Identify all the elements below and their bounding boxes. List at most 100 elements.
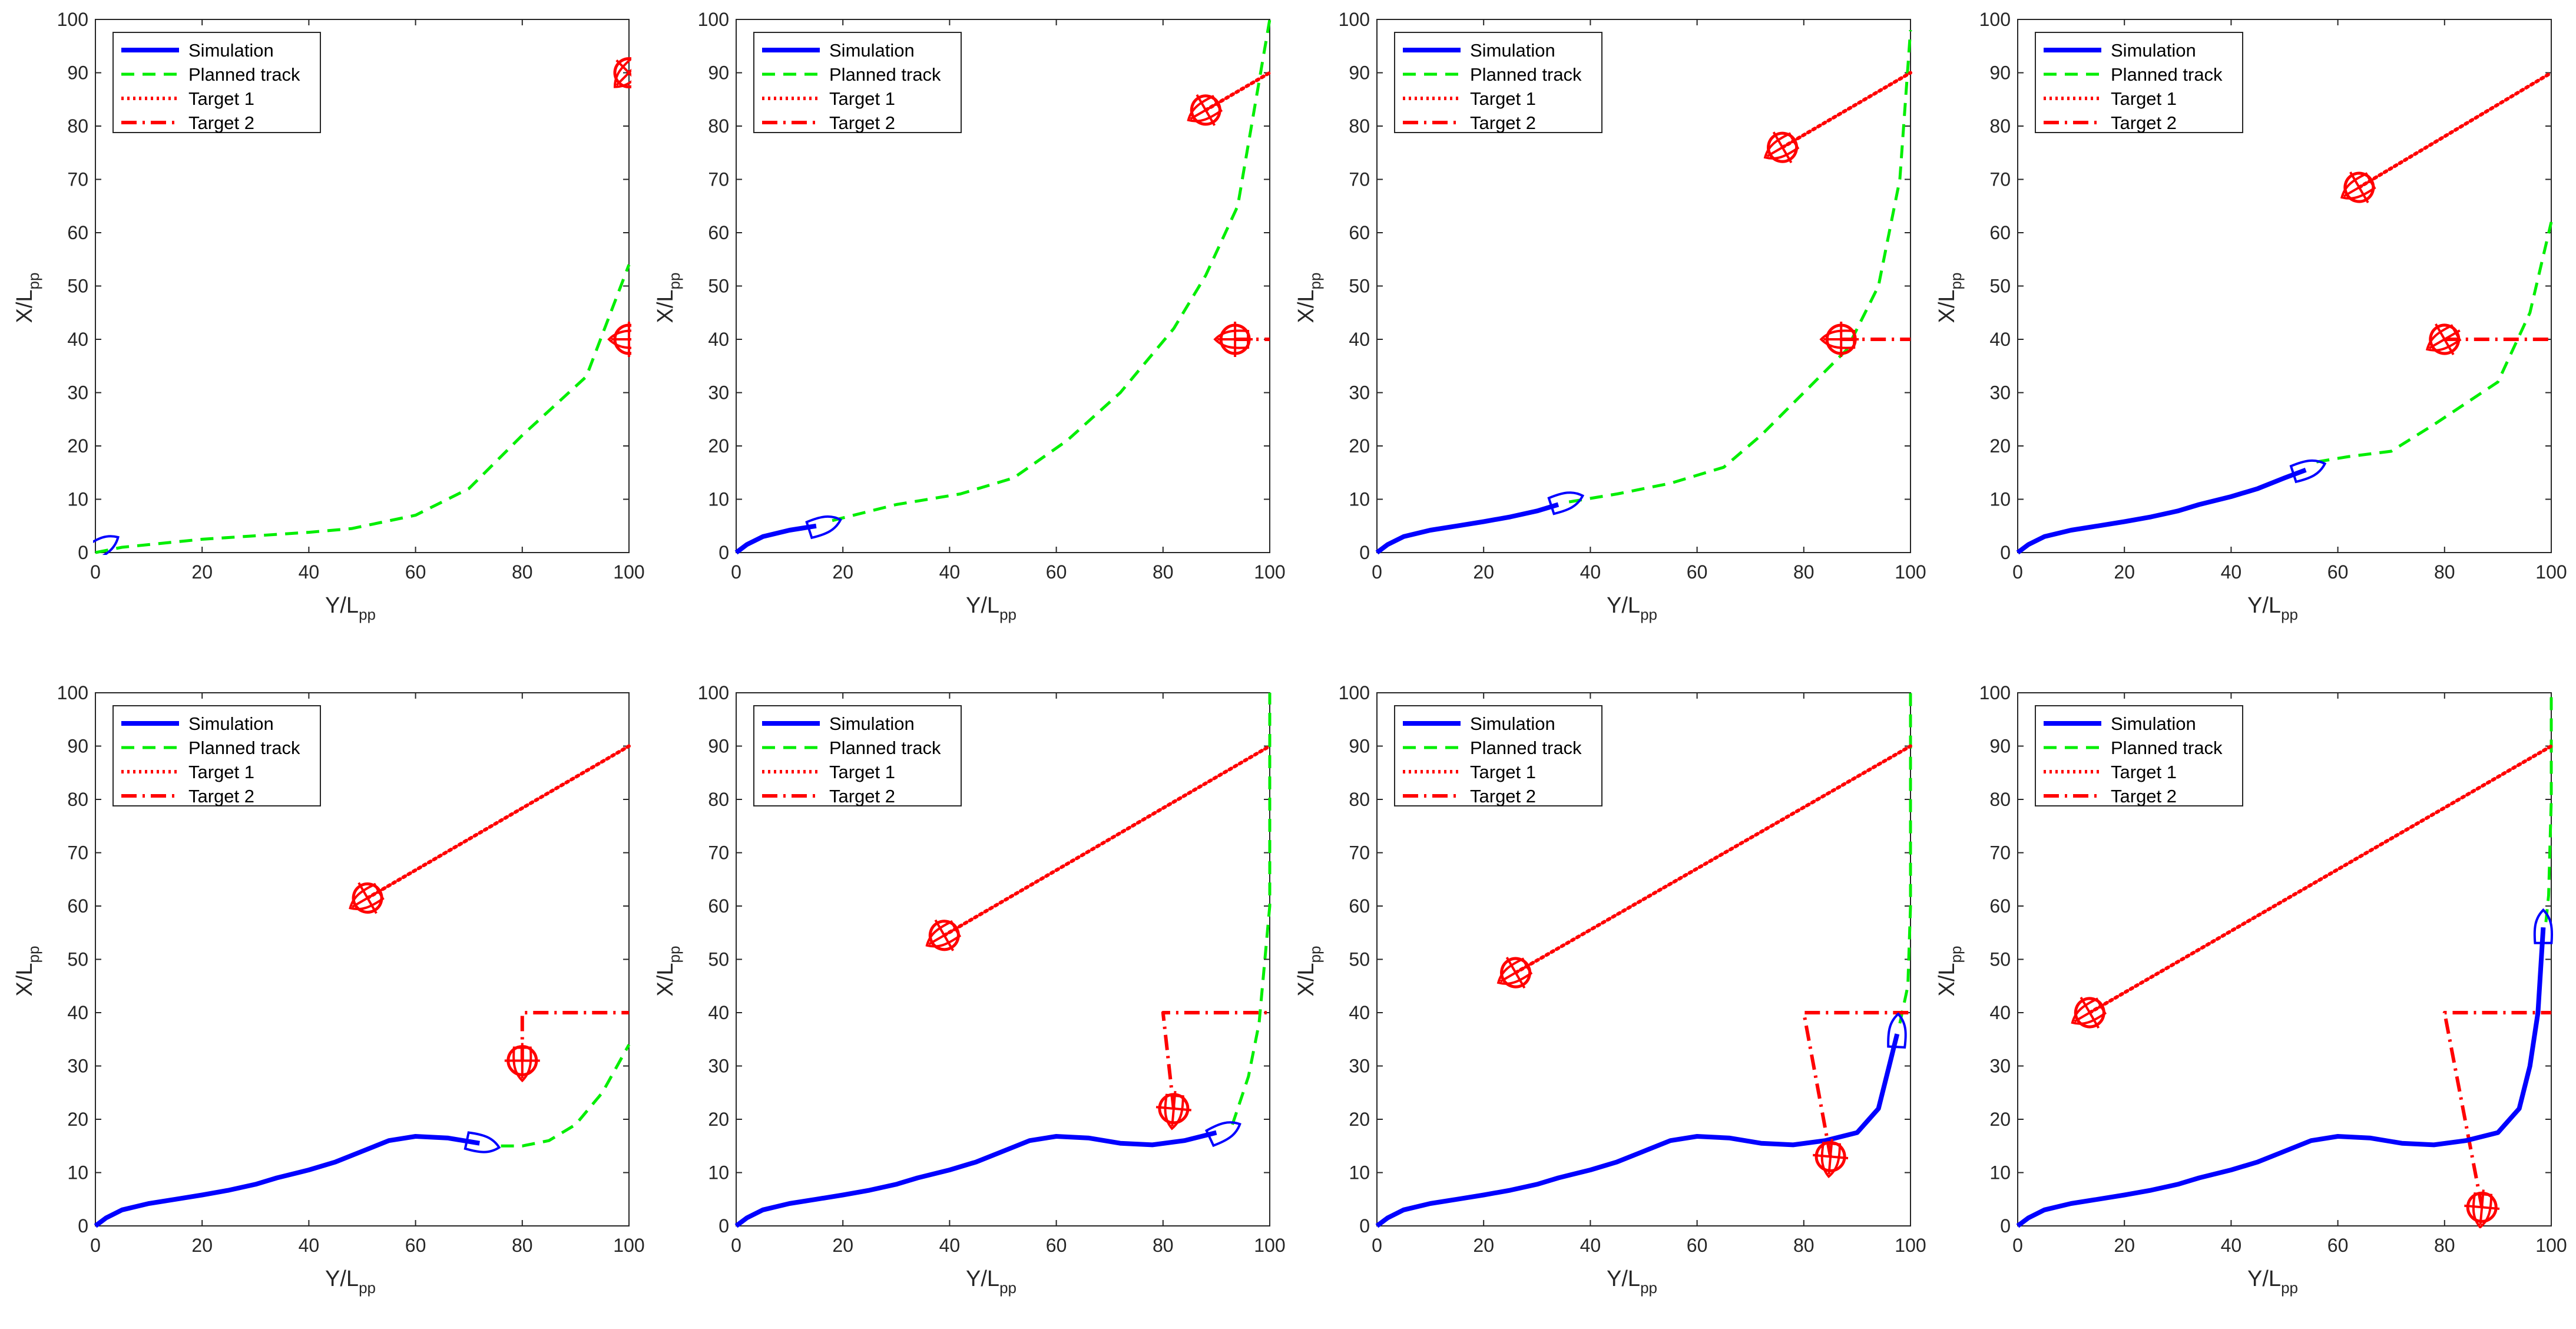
- x-tick-label: 20: [1473, 1235, 1494, 1256]
- x-axis-label-main: Y/L: [966, 1267, 999, 1291]
- legend-label: Target 1: [1470, 88, 1536, 109]
- legend-label: Target 1: [829, 88, 895, 109]
- own-ship: [805, 515, 842, 540]
- legend-label: Planned track: [2111, 738, 2223, 758]
- target-ship-2: [1819, 322, 1859, 357]
- x-tick-label: 100: [613, 1235, 644, 1256]
- y-tick-label: 100: [1339, 682, 1370, 703]
- y-tick-label: 40: [708, 329, 729, 350]
- x-tick-label: 0: [2012, 1235, 2023, 1256]
- y-tick-label: 10: [1989, 489, 2011, 510]
- x-tick-label: 60: [1687, 561, 1708, 583]
- y-tick-label: 0: [1359, 542, 1370, 563]
- legend-label: Target 2: [829, 113, 895, 133]
- x-tick-label: 80: [2434, 1235, 2455, 1256]
- legend-label: Simulation: [829, 713, 915, 734]
- y-tick-label: 80: [1349, 789, 1370, 810]
- y-tick-label: 90: [1989, 736, 2011, 757]
- x-tick-label: 100: [1254, 561, 1285, 583]
- legend-label: Target 1: [2111, 88, 2177, 109]
- legend-label: Simulation: [1470, 713, 1555, 734]
- y-tick-label: 40: [67, 1002, 88, 1023]
- y-axis-label: X/Lpp: [1294, 273, 1324, 323]
- x-tick-label: 80: [1793, 561, 1815, 583]
- target-ship-2-crosshair-v: [2479, 1189, 2485, 1225]
- x-tick-label: 0: [731, 561, 741, 583]
- x-tick-label: 80: [512, 1235, 533, 1256]
- x-tick-label: 40: [299, 561, 320, 583]
- series-group: [93, 56, 631, 555]
- y-tick-label: 70: [67, 842, 88, 864]
- y-tick-label: 30: [708, 1056, 729, 1077]
- own-ship-hull: [2533, 908, 2554, 944]
- y-tick-label: 40: [1349, 1002, 1370, 1023]
- series-group: [2016, 693, 2554, 1228]
- y-tick-label: 50: [1989, 949, 2011, 970]
- target-ship-1-crosshair-v: [1190, 100, 1222, 120]
- series-line-target-1: [2088, 744, 2553, 1014]
- target-ship-1-crosshair-v: [1766, 137, 1799, 157]
- y-axis-label-main: X/L: [653, 289, 678, 323]
- own-ship-hull: [93, 535, 120, 555]
- x-axis-label-main: Y/L: [325, 1267, 359, 1291]
- y-tick-label: 50: [708, 949, 729, 970]
- legend-label: Planned track: [829, 738, 941, 758]
- x-axis-label-sub: pp: [999, 1279, 1017, 1297]
- x-tick-label: 20: [832, 561, 853, 583]
- series-group: [734, 693, 1272, 1228]
- x-axis-label-main: Y/L: [2247, 593, 2281, 618]
- y-tick-label: 20: [1989, 1109, 2011, 1130]
- x-axis-label: Y/Lpp: [1607, 1267, 1657, 1297]
- y-tick-label: 30: [1349, 1056, 1370, 1077]
- x-tick-label: 60: [1687, 1235, 1708, 1256]
- y-axis-label: X/Lpp: [1935, 946, 1965, 997]
- y-axis-label: X/Lpp: [12, 273, 42, 323]
- legend-label: Planned track: [2111, 64, 2223, 85]
- x-axis-label: Y/Lpp: [966, 1267, 1017, 1297]
- y-tick-label: 30: [67, 1056, 88, 1077]
- series-group: [734, 19, 1272, 555]
- legend-label: Planned track: [829, 64, 941, 85]
- y-tick-label: 70: [1989, 169, 2011, 190]
- x-axis-label-sub: pp: [359, 606, 376, 623]
- panel-1: 0 20 40 60 80 1000102030405060708090100Y/LppX…: [12, 9, 645, 623]
- y-axis-label-sub: pp: [1947, 946, 1965, 963]
- y-tick-label: 100: [57, 9, 88, 30]
- legend-label: Target 2: [2111, 113, 2177, 133]
- series-line-target-1: [1514, 744, 1912, 975]
- y-tick-label: 60: [67, 895, 88, 917]
- x-axis-label-sub: pp: [1640, 1279, 1657, 1297]
- y-axis-label-sub: pp: [25, 946, 42, 963]
- y-tick-label: 100: [1979, 9, 2011, 30]
- series-line-target-1: [366, 744, 631, 900]
- legend-label: Target 2: [2111, 786, 2177, 806]
- target-ship-1-crosshair-v: [2074, 1003, 2106, 1023]
- y-tick-label: 0: [2000, 1215, 2011, 1237]
- own-ship-hull: [463, 1131, 501, 1153]
- x-tick-label: 40: [299, 1235, 320, 1256]
- y-tick-label: 0: [78, 542, 88, 563]
- x-axis-label-main: Y/L: [966, 593, 999, 618]
- own-ship-hull: [1887, 1012, 1907, 1049]
- x-tick-label: 60: [405, 1235, 426, 1256]
- series-line-simulation: [734, 523, 817, 555]
- y-tick-label: 90: [1989, 62, 2011, 84]
- target-ship-1-crosshair-v: [352, 888, 384, 908]
- y-tick-label: 0: [2000, 542, 2011, 563]
- y-axis-label-main: X/L: [1294, 963, 1319, 996]
- y-tick-label: 10: [67, 1162, 88, 1183]
- y-tick-label: 50: [1349, 276, 1370, 297]
- y-axis-label-sub: pp: [665, 273, 683, 290]
- y-tick-label: 30: [1989, 382, 2011, 404]
- legend: Simulation Planned track Target 1 Target 2: [1394, 705, 1602, 806]
- series-line-target-1: [2357, 71, 2553, 190]
- x-axis-label-sub: pp: [359, 1279, 376, 1297]
- target-ship-2: [1813, 1139, 1849, 1179]
- x-tick-label: 40: [939, 561, 961, 583]
- y-tick-label: 10: [1349, 1162, 1370, 1183]
- x-tick-label: 20: [2114, 1235, 2135, 1256]
- y-tick-label: 0: [78, 1215, 88, 1237]
- x-axis-label-main: Y/L: [325, 593, 359, 618]
- y-tick-label: 60: [67, 222, 88, 243]
